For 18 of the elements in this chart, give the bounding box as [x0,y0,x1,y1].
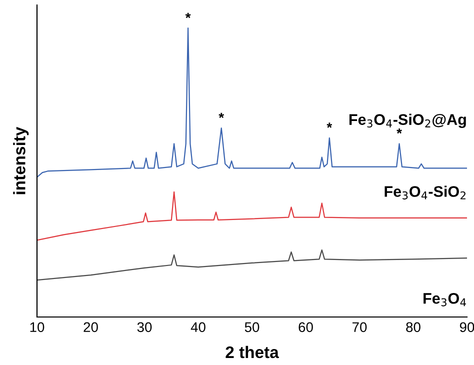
annotation: * [185,12,191,18]
series-label: Fe$_{3}$O$_{4}$-SiO$_{2}$@Ag [349,114,466,128]
x-axis-title: 2 theta [226,346,279,358]
x-tick-label: 80 [406,322,420,332]
x-tick-label: 10 [30,322,44,332]
annotation: * [218,112,224,118]
x-tick-label: 60 [298,322,313,332]
x-tick-label: 50 [244,322,260,332]
series-label: Fe$_{3}$O$_{4}$-SiO$_{2}$ [384,186,466,200]
annotation: * [326,122,332,128]
x-tick-label: 90 [460,322,474,332]
x-tick-label: 20 [84,322,98,332]
text: Fe$_{3}$O$_{4}$ [424,292,466,306]
annotation: * [396,128,402,134]
x-tick-label: 70 [352,322,367,332]
y-axis-title: intensity [13,126,29,194]
x-tick-label: 30 [137,322,152,332]
x-tick-label: 40 [190,322,206,332]
